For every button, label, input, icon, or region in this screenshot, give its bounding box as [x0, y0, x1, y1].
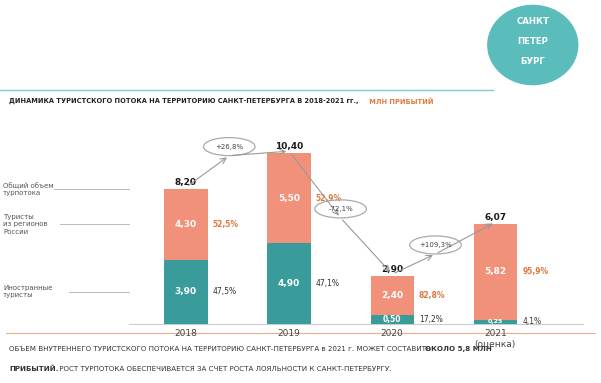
Text: Общий объем
турпотока: Общий объем турпотока — [3, 182, 53, 196]
Bar — [371, 276, 414, 316]
Text: 82,8%: 82,8% — [419, 291, 445, 300]
Text: 8,20: 8,20 — [175, 178, 197, 187]
Text: 5,82: 5,82 — [484, 267, 507, 277]
Text: ОКОЛО 5,8 МЛН: ОКОЛО 5,8 МЛН — [425, 346, 492, 352]
Bar — [474, 319, 517, 324]
Text: +26,8%: +26,8% — [215, 144, 243, 150]
Text: -72,1%: -72,1% — [328, 206, 353, 212]
Text: 47,1%: 47,1% — [316, 279, 340, 288]
Text: РОСТ ТУРПОТОКА ОБЕСПЕЧИВАЕТСЯ ЗА СЧЕТ РОСТА ЛОЯЛЬНОСТИ К САНКТ-ПЕТЕРБУРГУ.: РОСТ ТУРПОТОКА ОБЕСПЕЧИВАЕТСЯ ЗА СЧЕТ РО… — [57, 365, 392, 372]
Text: 95,9%: 95,9% — [522, 267, 548, 277]
Text: 47,5%: 47,5% — [213, 287, 237, 296]
Text: 2,40: 2,40 — [381, 291, 403, 300]
Text: Иностранные
туристы: Иностранные туристы — [3, 285, 52, 298]
Text: +109,3%: +109,3% — [419, 242, 452, 248]
Text: ПРИБЫТИЙ.: ПРИБЫТИЙ. — [9, 365, 58, 372]
Text: МЛН ПРИБЫТИЙ: МЛН ПРИБЫТИЙ — [367, 98, 434, 105]
Text: ОЦЕНКА ОБЪЕМА ВЪЕЗДНОГО И ВНУТРЕННЕГО ТУРИСТСКОГО ПОТОКА: ОЦЕНКА ОБЪЕМА ВЪЕЗДНОГО И ВНУТРЕННЕГО ТУ… — [15, 26, 475, 36]
Text: 4,30: 4,30 — [175, 220, 197, 229]
Bar — [164, 189, 207, 260]
Text: БУРГ: БУРГ — [520, 57, 545, 66]
Bar — [164, 260, 207, 324]
Text: Туристы
из регионов
России: Туристы из регионов России — [3, 214, 47, 235]
Bar — [474, 224, 517, 319]
Text: 17,2%: 17,2% — [419, 315, 443, 324]
Text: 4,90: 4,90 — [278, 279, 300, 288]
Bar — [267, 153, 311, 243]
Text: 4,1%: 4,1% — [522, 317, 542, 326]
Text: 10,40: 10,40 — [275, 142, 303, 151]
Text: НА ТЕРРИТОРИЮ САНКТ-ПЕТЕРБУРГА В 2018-2021 гг.: НА ТЕРРИТОРИЮ САНКТ-ПЕТЕРБУРГА В 2018-20… — [15, 58, 359, 68]
Text: 6,07: 6,07 — [484, 213, 507, 222]
Text: ПЕТЕР: ПЕТЕР — [517, 37, 548, 46]
Bar — [371, 316, 414, 324]
Circle shape — [488, 5, 578, 85]
Text: 52,5%: 52,5% — [213, 220, 239, 229]
Text: ОБЪЕМ ВНУТРЕННЕГО ТУРИСТСКОГО ПОТОКА НА ТЕРРИТОРИЮ САНКТ-ПЕТЕРБУРГА в 2021 г. МО: ОБЪЕМ ВНУТРЕННЕГО ТУРИСТСКОГО ПОТОКА НА … — [9, 346, 433, 352]
Text: 5,50: 5,50 — [278, 194, 300, 203]
Text: 0,50: 0,50 — [383, 315, 401, 324]
Text: 0,25: 0,25 — [487, 319, 503, 324]
Bar — [267, 243, 311, 324]
Text: ДИНАМИКА ТУРИСТСКОГО ПОТОКА НА ТЕРРИТОРИЮ САНКТ-ПЕТЕРБУРГА В 2018-2021 гг.,: ДИНАМИКА ТУРИСТСКОГО ПОТОКА НА ТЕРРИТОРИ… — [9, 98, 359, 104]
Text: САНКТ: САНКТ — [516, 17, 549, 26]
Text: 52,9%: 52,9% — [316, 194, 342, 203]
Text: 2,90: 2,90 — [381, 265, 403, 274]
Text: 3,90: 3,90 — [175, 287, 197, 296]
